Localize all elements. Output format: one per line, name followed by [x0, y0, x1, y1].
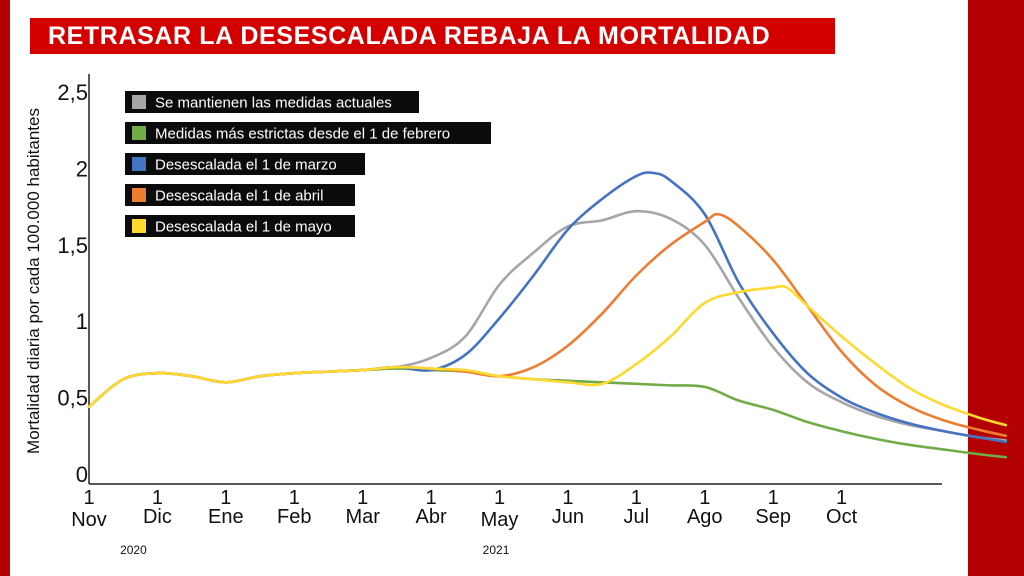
legend-label: Desescalada el 1 de marzo — [155, 157, 337, 174]
x-tick-day: 1 — [426, 487, 437, 509]
year-label: 2021 — [483, 543, 510, 557]
legend-label: Desescalada el 1 de abril — [155, 188, 323, 205]
x-tick-month: May — [481, 509, 519, 531]
series-line — [87, 171, 1008, 444]
x-tick-day: 1 — [152, 487, 163, 509]
x-tick-day: 1 — [562, 487, 573, 509]
year-label: 2020 — [120, 543, 147, 557]
x-tick-month: Nov — [71, 509, 107, 531]
chart-title: RETRASAR LA DESESCALADA REBAJA LA MORTAL… — [48, 22, 771, 50]
x-tick-month: Ene — [208, 506, 244, 528]
x-tick-day: 1 — [836, 487, 847, 509]
x-tick-day: 1 — [768, 487, 779, 509]
x-tick-day: 1 — [631, 487, 642, 509]
y-tick-label: 2,5 — [57, 80, 88, 105]
legend-swatch — [132, 188, 146, 202]
x-tick-month: Sep — [755, 506, 791, 528]
series-line — [87, 212, 1008, 438]
x-tick-day: 1 — [289, 487, 300, 509]
y-tick-label: 2 — [76, 156, 88, 181]
legend-label: Medidas más estrictas desde el 1 de febr… — [155, 126, 450, 143]
y-tick-label: 1 — [76, 309, 88, 334]
y-tick-label: 1,5 — [57, 233, 88, 258]
x-tick-day: 1 — [699, 487, 710, 509]
axes: 00,511,522,51Nov1Dic1Ene1Feb1Mar1Abr1May… — [57, 74, 942, 557]
legend-label: Desescalada el 1 de mayo — [155, 219, 332, 236]
x-tick-day: 1 — [220, 487, 231, 509]
y-axis-label: Mortalidad diaria por cada 100.000 habit… — [24, 108, 43, 454]
legend-swatch — [132, 95, 146, 109]
x-tick-month: Jun — [552, 506, 584, 528]
x-tick-month: Ago — [687, 506, 723, 528]
side-strip — [968, 0, 1024, 576]
legend-swatch — [132, 126, 146, 140]
x-tick-month: Mar — [345, 506, 380, 528]
y-tick-label: 0,5 — [57, 386, 88, 411]
x-tick-month: Oct — [826, 506, 858, 528]
legend: Se mantienen las medidas actuales Medidas… — [125, 91, 491, 237]
x-tick-day: 1 — [83, 487, 94, 509]
series-line — [87, 209, 1008, 442]
legend-entry-bg — [125, 153, 365, 175]
x-tick-day: 1 — [494, 487, 505, 509]
series-line — [87, 284, 1008, 427]
x-tick-month: Feb — [277, 506, 311, 528]
legend-swatch — [132, 157, 146, 171]
x-tick-month: Jul — [624, 506, 650, 528]
legend-label: Se mantienen las medidas actuales — [155, 95, 392, 112]
title-banner: RETRASAR LA DESESCALADA REBAJA LA MORTAL… — [30, 18, 835, 54]
x-tick-day: 1 — [357, 487, 368, 509]
legend-entry-bg — [125, 184, 355, 206]
y-tick-label: 0 — [76, 462, 88, 487]
series-lines — [87, 171, 1008, 459]
legend-swatch — [132, 219, 146, 233]
legend-entry-bg — [125, 122, 491, 144]
x-tick-month: Abr — [416, 506, 447, 528]
x-tick-month: Dic — [143, 506, 172, 528]
legend-entry-bg — [125, 91, 419, 113]
legend-entry-bg — [125, 215, 355, 237]
